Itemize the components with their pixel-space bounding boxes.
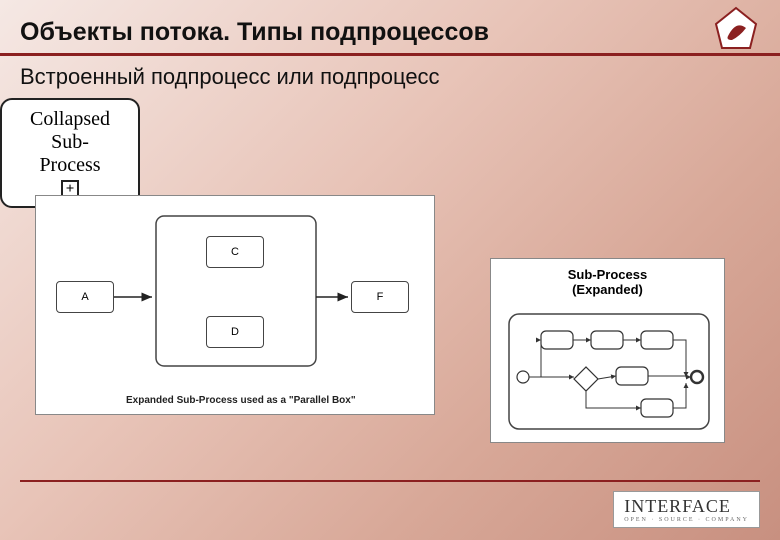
footer-brand-name: INTERFACE	[624, 496, 749, 517]
footer-divider	[20, 480, 760, 482]
node-d: D	[206, 316, 264, 348]
slide-title: Объекты потока. Типы подпроцессов	[20, 18, 760, 47]
brand-logo-icon	[712, 6, 760, 54]
expanded-subprocess-diagram: Sub-Process (Expanded)	[490, 258, 725, 443]
node-f: F	[351, 281, 409, 313]
collapsed-line-3: Process	[39, 154, 100, 177]
title-bar: Объекты потока. Типы подпроцессов	[0, 0, 780, 56]
parallel-box-caption: Expanded Sub-Process used as a "Parallel…	[126, 395, 356, 406]
footer-brand-tag: OPEN · SOURCE · COMPANY	[624, 517, 749, 523]
collapsed-line-1: Collapsed	[30, 108, 110, 131]
node-c: C	[206, 236, 264, 268]
slide-subtitle: Встроенный подпроцесс или подпроцесс	[0, 56, 780, 98]
parallel-box-diagram: A C D F Expanded Sub-Process used as a "…	[35, 195, 435, 415]
collapsed-line-2: Sub-	[51, 131, 89, 154]
footer-brand: INTERFACE OPEN · SOURCE · COMPANY	[613, 491, 760, 528]
collapsed-subprocess-box: Collapsed Sub- Process +	[0, 98, 140, 208]
node-a: A	[56, 281, 114, 313]
expanded-svg	[491, 259, 726, 444]
